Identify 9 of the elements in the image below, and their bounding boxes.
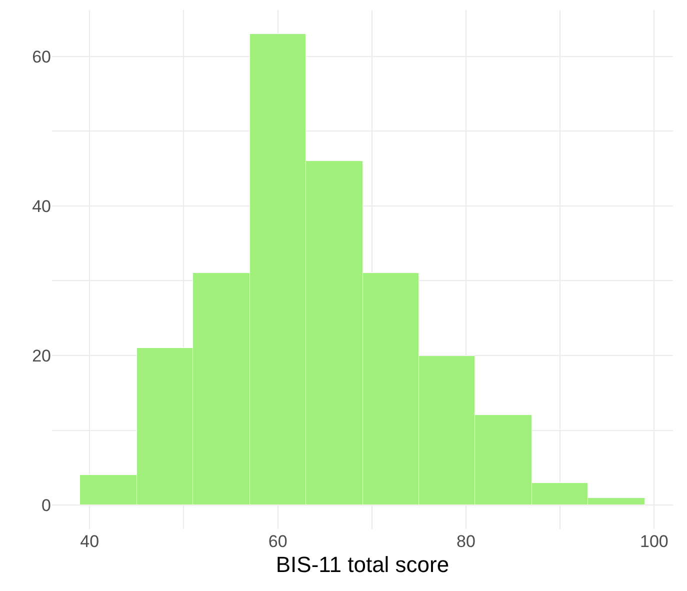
y-tick-label: 40 <box>32 196 51 216</box>
y-tick-label: 60 <box>32 47 51 66</box>
x-tick-label: 100 <box>640 532 668 551</box>
x-tick-label: 80 <box>456 532 476 551</box>
x-axis-title: BIS-11 total score <box>276 552 450 577</box>
y-tick-label: 0 <box>42 496 51 516</box>
x-tick-label: 60 <box>268 532 288 551</box>
y-tick-label: 20 <box>32 346 51 366</box>
x-tick-label: 40 <box>80 532 100 551</box>
